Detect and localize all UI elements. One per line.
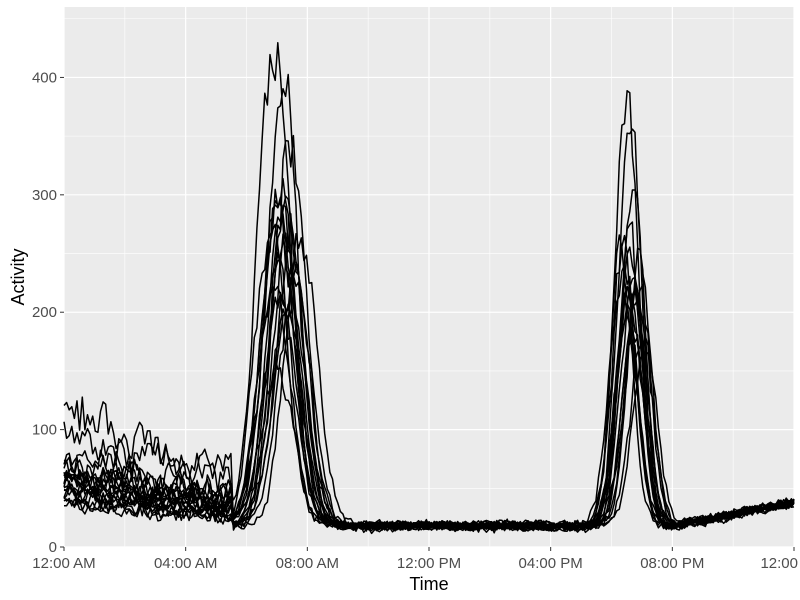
y-axis-title: Activity	[8, 248, 28, 305]
x-tick-label: 12:00	[760, 555, 798, 572]
y-tick-label: 400	[32, 69, 57, 86]
x-tick-label: 08:00 AM	[276, 555, 339, 572]
x-axis-title: Time	[409, 574, 448, 594]
y-tick-label: 100	[32, 422, 57, 439]
series-line	[63, 204, 795, 532]
x-tick-label: 12:00 PM	[397, 555, 461, 572]
x-tick-label: 04:00 AM	[154, 555, 217, 572]
series-line	[63, 232, 795, 533]
x-tick-label: 04:00 PM	[519, 555, 583, 572]
y-tick-label: 200	[32, 304, 57, 321]
x-tick-label: 12:00 AM	[32, 555, 95, 572]
axes: 12:00 AM 04:00 AM 08:00 AM 12:00 PM 04:00 PM…	[32, 69, 798, 572]
y-tick-label: 0	[49, 539, 57, 556]
series-line	[63, 199, 795, 532]
series-lines	[63, 42, 795, 535]
x-tick-label: 08:00 PM	[640, 555, 704, 572]
y-tick-label: 300	[32, 187, 57, 204]
series-line	[63, 283, 795, 532]
